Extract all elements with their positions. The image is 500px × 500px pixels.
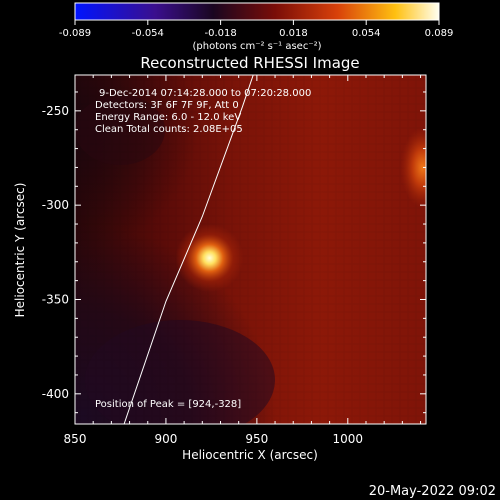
x-tick-label: 1000 [333,432,364,446]
colorbar: -0.089 -0.054 -0.018 0.018 0.054 0.089 (photo… [59,2,453,52]
colorbar-unit-label: (photons cm⁻² s⁻¹ asec⁻²) [192,41,321,52]
x-tick-label: 850 [64,432,87,446]
y-axis-label: Heliocentric Y (arcsec) [13,183,27,318]
colorbar-tick-label: 0.054 [352,28,381,39]
colorbar-tick-label: 0.018 [279,28,308,39]
date-stamp: 20-May-2022 09:02 [369,484,496,499]
annotation-line: Clean Total counts: 2.08E+05 [95,124,243,135]
peak-position-text: Position of Peak = [924,-328] [95,399,241,410]
y-axis: -250 -300 -350 -400 [42,91,426,414]
colorbar-gradient [74,2,440,21]
y-tick-label: -400 [42,387,69,401]
y-tick-label: -250 [42,104,69,118]
annotation-line: Detectors: 3F 6F 7F 9F, Att 0 [95,100,239,111]
chart-title: Reconstructed RHESSI Image [140,54,359,72]
colorbar-tick-label: -0.018 [204,28,236,39]
annotation-line: Energy Range: 6.0 - 12.0 keV [95,112,241,123]
observation-info: 9-Dec-2014 07:14:28.000 to 07:20:28.000D… [95,88,311,135]
colorbar-tick-label: -0.054 [132,28,164,39]
y-tick-label: -350 [42,292,69,306]
x-axis-label: Heliocentric X (arcsec) [182,448,318,462]
solar-limb-line [123,75,254,424]
colorbar-tick-label: -0.089 [59,28,91,39]
colorbar-tick-label: 0.089 [425,28,454,39]
peak-source [175,223,244,292]
emission-sources [175,127,426,292]
annotation-line: 9-Dec-2014 07:14:28.000 to 07:20:28.000 [99,88,311,99]
x-tick-label: 950 [245,432,268,446]
secondary-source [400,127,426,208]
heatmap-image [75,75,426,424]
x-tick-label: 900 [154,432,177,446]
x-axis: 850 900 950 1000 [64,75,422,446]
plot-frame [74,74,427,425]
y-tick-label: -300 [42,198,69,212]
colorbar-ticks: -0.089 -0.054 -0.018 0.018 0.054 0.089 [59,20,453,39]
